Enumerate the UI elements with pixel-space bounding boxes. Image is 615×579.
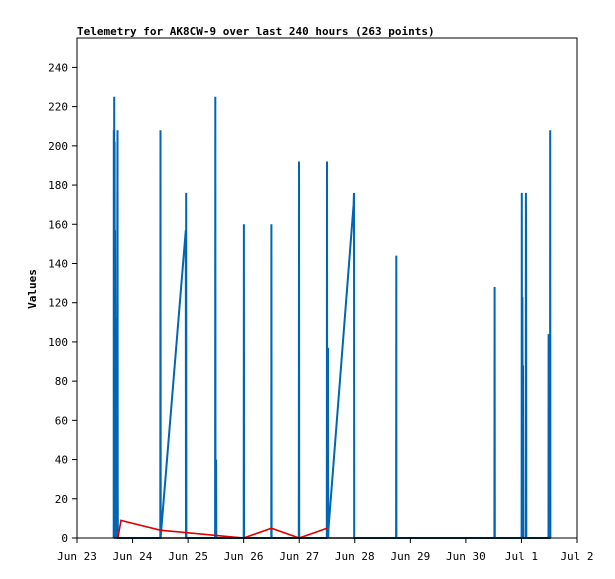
y-tick-label: 240 xyxy=(48,61,68,74)
chart-title: Telemetry for AK8CW-9 over last 240 hour… xyxy=(77,25,435,38)
x-tick-label: Jun 29 xyxy=(390,550,430,563)
plot-frame xyxy=(76,37,578,539)
y-tick-label: 60 xyxy=(55,414,68,427)
x-tick-label: Jun 30 xyxy=(446,550,486,563)
plot-marks xyxy=(112,96,552,539)
x-tick-label: Jun 28 xyxy=(335,550,375,563)
y-tick-label: 140 xyxy=(48,257,68,270)
y-tick-label: 100 xyxy=(48,336,68,349)
y-tick-label: 20 xyxy=(55,493,68,506)
x-tick-label: Jul 2 xyxy=(560,550,593,563)
y-tick-label: 40 xyxy=(55,454,68,467)
x-tick-label: Jun 25 xyxy=(168,550,208,563)
y-axis-label: Values xyxy=(26,269,39,309)
x-tick-label: Jun 23 xyxy=(57,550,97,563)
x-tick-label: Jun 24 xyxy=(113,550,153,563)
x-axis: Jun 23 Jun 24 Jun 25 Jun 26 Jun 27 Jun 28 Jun … xyxy=(57,538,594,563)
x-tick-label: Jun 27 xyxy=(279,550,319,563)
y-tick-label: 0 xyxy=(61,532,68,545)
series-line-2 xyxy=(117,519,328,539)
y-tick-label: 180 xyxy=(48,179,68,192)
y-tick-label: 200 xyxy=(48,140,68,153)
y-tick-label: 80 xyxy=(55,375,68,388)
series-line-1 xyxy=(112,96,552,539)
x-tick-label: Jun 26 xyxy=(224,550,264,563)
y-tick-label: 220 xyxy=(48,101,68,114)
x-tick-label: Jul 1 xyxy=(505,550,538,563)
y-tick-label: 120 xyxy=(48,297,68,310)
y-tick-label: 160 xyxy=(48,218,68,231)
y-axis: 0 20 40 60 80 100 120 140 160 180 200 220 240 xyxy=(48,61,77,545)
